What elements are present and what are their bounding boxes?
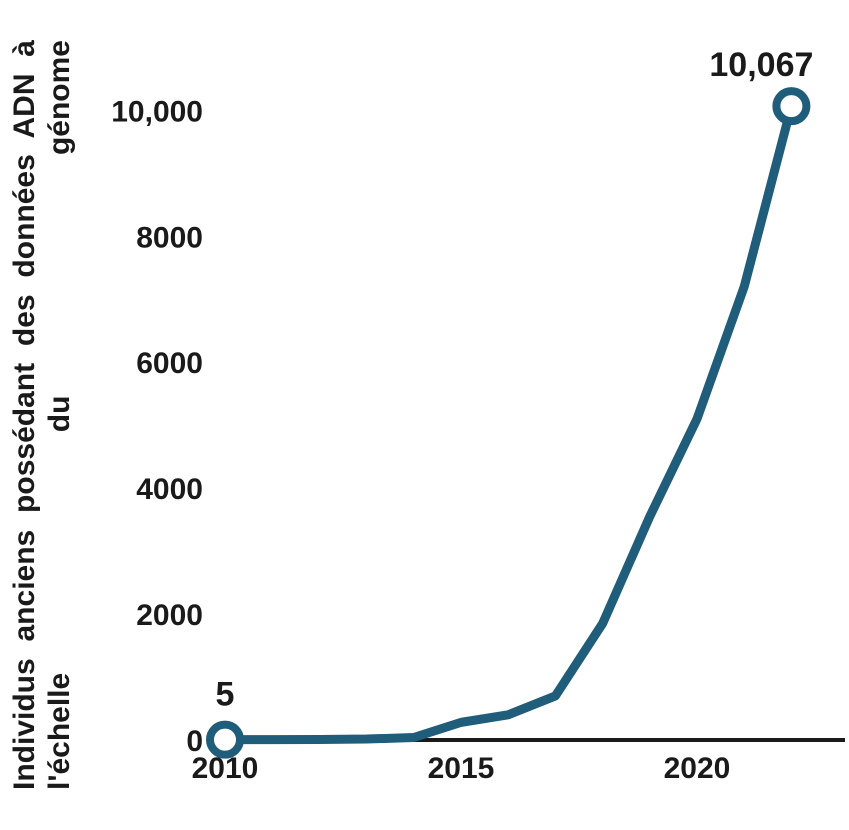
y-axis-label: Individus anciens possédant des données … (8, 40, 108, 790)
data-marker (776, 91, 806, 121)
x-tick-label: 2020 (664, 752, 731, 785)
x-axis-ticks: 201020152020 (192, 752, 731, 785)
data-marker (210, 725, 240, 755)
endpoint-markers (210, 91, 806, 755)
y-tick-label: 10,000 (111, 95, 203, 128)
line-chart: 0200040006000800010,000 201020152020 510… (0, 0, 849, 830)
value-callouts: 5 10,067 (216, 46, 814, 714)
y-axis-ticks: 0200040006000800010,000 (111, 95, 203, 758)
y-tick-label: 8000 (136, 221, 203, 254)
y-tick-label: 2000 (136, 599, 203, 632)
y-tick-label: 4000 (136, 473, 203, 506)
x-tick-label: 2015 (428, 752, 495, 785)
value-callout: 10,067 (709, 46, 813, 84)
chart-container: Individus anciens possédant des données … (0, 0, 849, 830)
value-callout: 5 (216, 676, 235, 714)
y-tick-label: 6000 (136, 347, 203, 380)
data-line (225, 106, 791, 740)
